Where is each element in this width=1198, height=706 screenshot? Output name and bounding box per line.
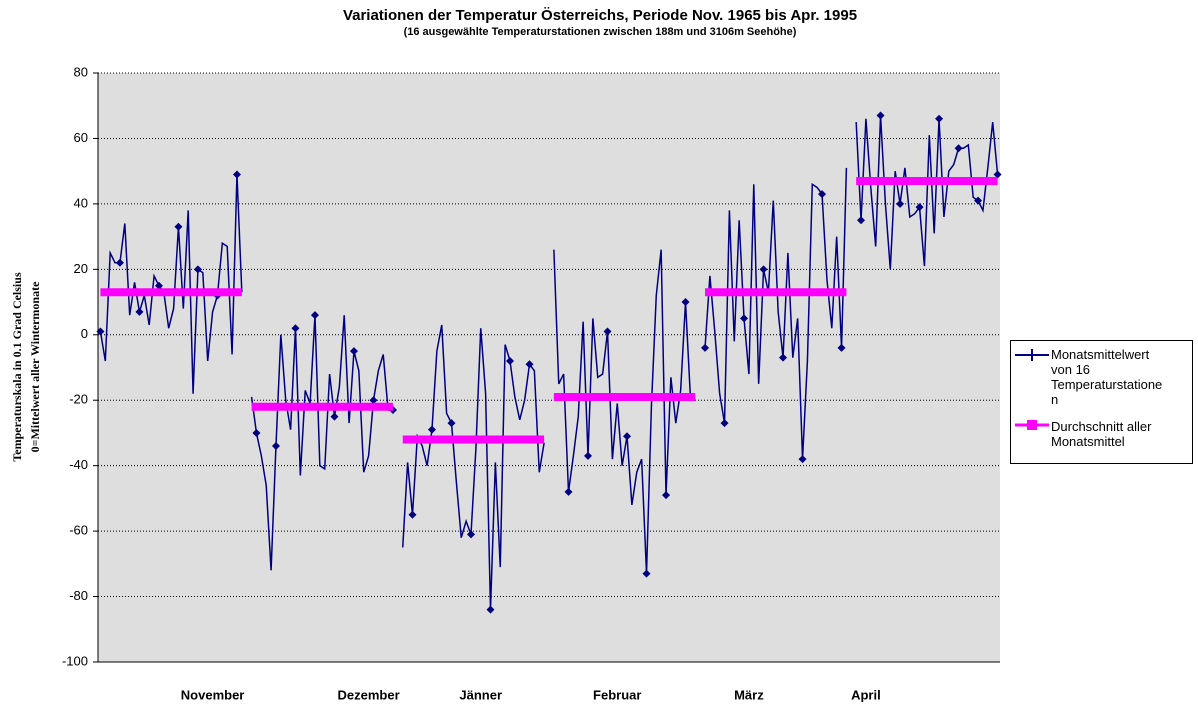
point-marker: [252, 428, 261, 437]
y-tick-label: -40: [69, 457, 88, 472]
y-tick-label: -20: [69, 392, 88, 407]
point-marker: [115, 258, 124, 267]
chart-title: Variationen der Temperatur Österreichs, …: [343, 7, 857, 24]
point-marker: [798, 455, 807, 464]
point-marker: [740, 314, 749, 323]
point-marker: [681, 298, 690, 307]
legend: Monatsmittelwert von 16 Temperaturstatio…: [1010, 340, 1193, 464]
point-marker: [525, 360, 534, 369]
point-marker: [720, 419, 729, 428]
point-marker: [466, 530, 475, 539]
y-tick-label: 20: [74, 261, 88, 276]
point-marker: [857, 216, 866, 225]
point-marker: [642, 569, 651, 578]
point-marker: [603, 327, 612, 336]
series-line: [855, 115, 999, 270]
point-marker: [896, 199, 905, 208]
point-marker: [174, 222, 183, 231]
point-marker: [759, 265, 768, 274]
point-marker: [447, 419, 456, 428]
point-marker: [974, 196, 983, 205]
point-marker: [193, 265, 202, 274]
x-tick-label: November: [181, 687, 245, 702]
point-marker: [993, 170, 1002, 179]
point-marker: [954, 144, 963, 153]
x-tick-label: März: [734, 687, 764, 702]
y-tick-label: 0: [81, 326, 88, 341]
y-axis-label: Temperaturskala in 0.1 Grad Celsius: [10, 272, 24, 462]
point-marker: [154, 281, 163, 290]
point-marker: [369, 396, 378, 405]
point-marker: [291, 324, 300, 333]
series-line: [553, 249, 696, 574]
chart-subtitle: (16 ausgewählte Temperaturstationen zwis…: [404, 26, 797, 38]
legend-key: [1015, 349, 1049, 361]
point-marker: [232, 170, 241, 179]
y-tick-label: -60: [69, 523, 88, 538]
y-tick-label: -80: [69, 588, 88, 603]
point-marker: [486, 605, 495, 614]
x-tick-label: Februar: [593, 687, 641, 702]
point-marker: [623, 432, 632, 441]
series-line: [704, 167, 848, 460]
legend-label: Durchschnitt aller Monatsmittel: [1051, 419, 1152, 449]
x-tick-label: April: [851, 687, 881, 702]
point-marker: [915, 203, 924, 212]
legend-label: Monatsmittelwert von 16 Temperaturstatio…: [1051, 347, 1163, 407]
point-marker: [701, 343, 710, 352]
point-marker: [135, 307, 144, 316]
y-tick-label: 60: [74, 130, 88, 145]
legend-key: [1015, 420, 1049, 430]
series-line: [250, 315, 393, 571]
y-tick-label: 80: [74, 64, 88, 79]
x-tick-label: Jänner: [459, 687, 502, 702]
point-marker: [935, 114, 944, 123]
point-marker: [505, 356, 514, 365]
plot-area: [98, 73, 1000, 662]
x-tick-label: Dezember: [338, 687, 400, 702]
y-axis-label: 0=Mittelwert aller Wintermonate: [28, 281, 42, 452]
point-marker: [779, 353, 788, 362]
point-marker: [818, 190, 827, 199]
point-marker: [349, 347, 358, 356]
point-marker: [310, 311, 319, 320]
y-tick-label: -100: [62, 653, 88, 668]
point-marker: [584, 451, 593, 460]
point-marker: [427, 425, 436, 434]
point-marker: [96, 327, 105, 336]
point-marker: [662, 491, 671, 500]
point-marker: [564, 487, 573, 496]
point-marker: [837, 343, 846, 352]
point-marker: [271, 442, 280, 451]
point-marker: [330, 412, 339, 421]
point-marker: [408, 510, 417, 519]
series-line: [99, 174, 243, 394]
y-tick-label: 40: [74, 195, 88, 210]
point-marker: [876, 111, 885, 120]
series-line: [401, 324, 545, 610]
